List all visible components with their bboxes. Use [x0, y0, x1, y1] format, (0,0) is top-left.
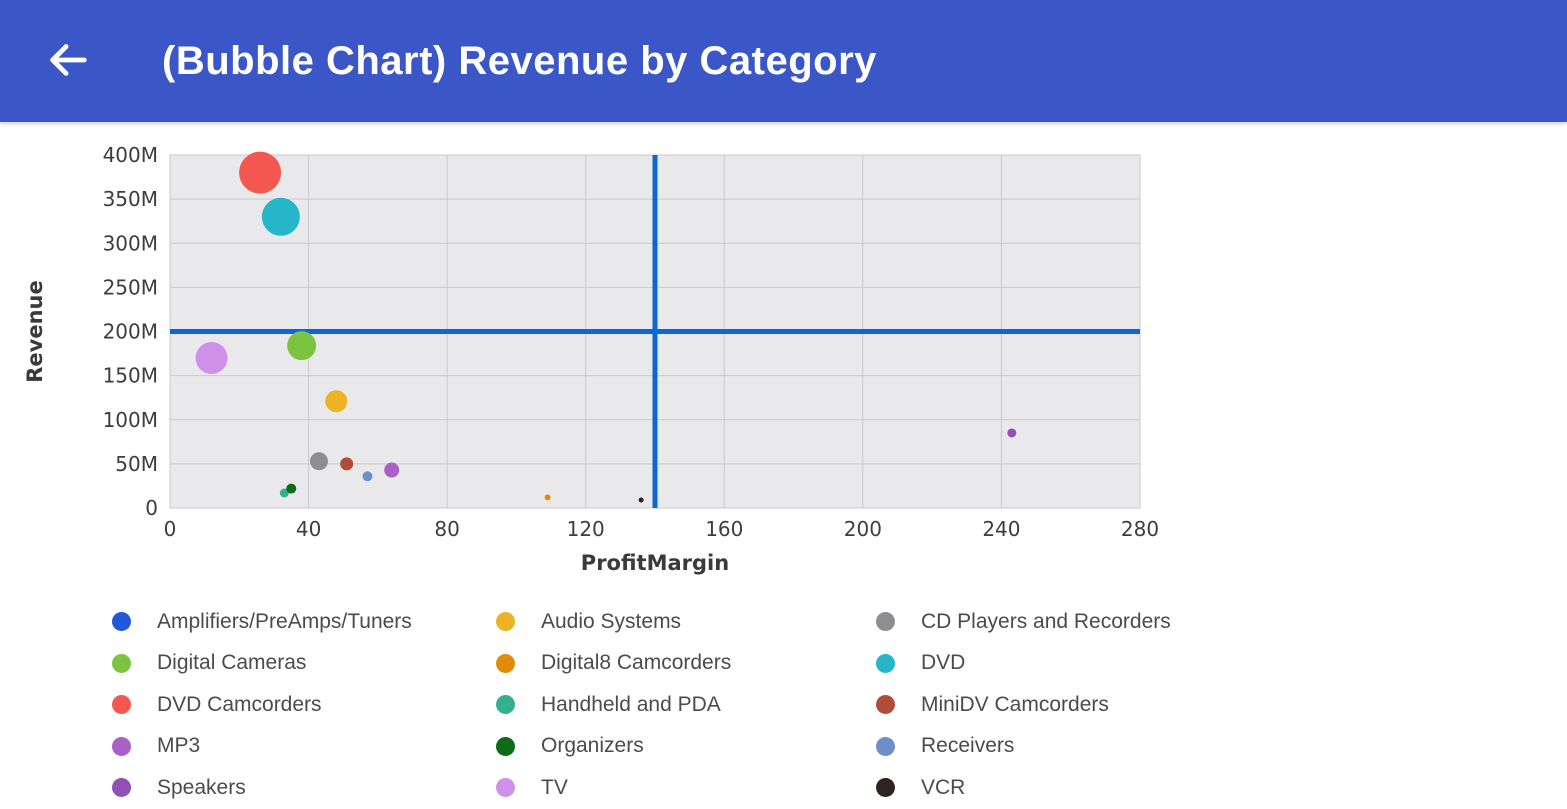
- bubble-vcr[interactable]: [638, 497, 644, 503]
- legend-marker-icon: [112, 736, 131, 756]
- legend-label: DVD Camcorders: [157, 692, 322, 716]
- x-axis-title: ProfitMargin: [581, 551, 729, 575]
- legend-label: Amplifiers/PreAmps/Tuners: [157, 609, 412, 633]
- legend-item-amplifiers-preamps-tuners[interactable]: Amplifiers/PreAmps/Tuners: [112, 610, 496, 634]
- legend-item-dvd[interactable]: DVD: [876, 651, 1236, 675]
- legend-label: Handheld and PDA: [541, 692, 721, 716]
- bubble-handheld-and-pda[interactable]: [279, 488, 289, 498]
- legend-item-tv[interactable]: TV: [496, 776, 876, 800]
- legend-label: Speakers: [157, 775, 246, 799]
- y-tick-label: 300M: [103, 231, 158, 255]
- legend-label: Organizers: [541, 734, 644, 758]
- x-tick-label: 200: [844, 517, 882, 541]
- bubble-chart: 0 40 80 120 160 200 240 280 0 50M 100M 150M 200M 250M…: [0, 122, 1567, 600]
- bubble-tv[interactable]: [195, 341, 228, 374]
- x-tick-label: 40: [296, 517, 321, 541]
- legend-marker-icon: [112, 695, 131, 715]
- legend-item-organizers[interactable]: Organizers: [496, 734, 876, 758]
- legend-label: Digital Cameras: [157, 651, 307, 675]
- legend-marker-icon: [496, 612, 515, 632]
- y-tick-label: 100M: [103, 408, 158, 432]
- legend-item-handheld-and-pda[interactable]: Handheld and PDA: [496, 693, 876, 717]
- legend-label: MiniDV Camcorders: [921, 692, 1109, 716]
- legend-item-mp3[interactable]: MP3: [112, 734, 496, 758]
- legend-marker-icon: [496, 778, 515, 798]
- legend-marker-icon: [112, 653, 131, 673]
- x-tick-label: 120: [567, 517, 605, 541]
- x-tick-label: 280: [1121, 517, 1159, 541]
- arrow-left-icon: [45, 37, 91, 86]
- y-tick-label: 200M: [103, 320, 158, 344]
- legend-label: Receivers: [921, 734, 1015, 758]
- legend-marker-icon: [496, 653, 515, 673]
- x-tick-label: 240: [982, 517, 1020, 541]
- legend-label: MP3: [157, 734, 201, 758]
- legend-item-vcr[interactable]: VCR: [876, 776, 1236, 800]
- legend-label: Digital8 Camcorders: [541, 651, 732, 675]
- legend-marker-icon: [876, 736, 895, 756]
- y-axis-title: Revenue: [23, 280, 47, 383]
- chart-legend: Amplifiers/PreAmps/Tuners Audio Systems CD…: [112, 601, 1236, 809]
- legend-marker-icon: [496, 695, 515, 715]
- bubble-dvd[interactable]: [261, 197, 300, 236]
- bubble-organizers[interactable]: [286, 483, 297, 494]
- y-tick-label: 350M: [103, 187, 158, 211]
- bubble-minidv-camcorders[interactable]: [340, 457, 354, 471]
- bubble-speakers[interactable]: [1007, 428, 1017, 438]
- legend-label: Audio Systems: [541, 609, 682, 633]
- x-tick-label: 160: [705, 517, 743, 541]
- legend-item-speakers[interactable]: Speakers: [112, 776, 496, 800]
- bubble-receivers[interactable]: [362, 471, 373, 482]
- legend-marker-icon: [876, 695, 895, 715]
- legend-item-digital-cameras[interactable]: Digital Cameras: [112, 651, 496, 675]
- legend-marker-icon: [112, 612, 131, 632]
- bubble-audio-systems[interactable]: [325, 390, 348, 413]
- y-tick-label: 150M: [103, 364, 158, 388]
- legend-marker-icon: [876, 653, 895, 673]
- y-tick-label: 250M: [103, 275, 158, 299]
- legend-item-dvd-camcorders[interactable]: DVD Camcorders: [112, 693, 496, 717]
- x-tick-label: 80: [434, 517, 459, 541]
- legend-marker-icon: [496, 736, 515, 756]
- page-title: (Bubble Chart) Revenue by Category: [162, 38, 877, 83]
- legend-item-audio-systems[interactable]: Audio Systems: [496, 610, 876, 634]
- legend-item-receivers[interactable]: Receivers: [876, 734, 1236, 758]
- legend-item-minidv-camcorders[interactable]: MiniDV Camcorders: [876, 693, 1236, 717]
- app-bar: (Bubble Chart) Revenue by Category: [0, 0, 1567, 122]
- bubble-digital8-camcorders[interactable]: [544, 494, 551, 501]
- legend-marker-icon: [112, 778, 131, 798]
- legend-label: TV: [541, 775, 568, 799]
- y-tick-label: 400M: [103, 143, 158, 167]
- y-tick-label: 0: [145, 496, 158, 520]
- legend-marker-icon: [876, 612, 895, 632]
- x-tick-label: 0: [164, 517, 177, 541]
- bubble-digital-cameras[interactable]: [287, 331, 317, 361]
- legend-label: DVD: [921, 651, 966, 675]
- chart-canvas: 0 40 80 120 160 200 240 280 0 50M 100M 150M 200M 250M…: [23, 143, 1159, 575]
- bubble-mp3[interactable]: [384, 462, 400, 478]
- bubble-dvd-camcorders[interactable]: [239, 151, 282, 194]
- y-tick-label: 50M: [115, 452, 158, 476]
- back-button[interactable]: [36, 29, 100, 93]
- legend-label: VCR: [921, 775, 966, 799]
- legend-marker-icon: [876, 778, 895, 798]
- bubble-cd-players-and-recorders[interactable]: [309, 452, 328, 471]
- legend-label: CD Players and Recorders: [921, 609, 1171, 633]
- legend-item-cd-players-and-recorders[interactable]: CD Players and Recorders: [876, 610, 1236, 634]
- legend-item-digital8-camcorders[interactable]: Digital8 Camcorders: [496, 651, 876, 675]
